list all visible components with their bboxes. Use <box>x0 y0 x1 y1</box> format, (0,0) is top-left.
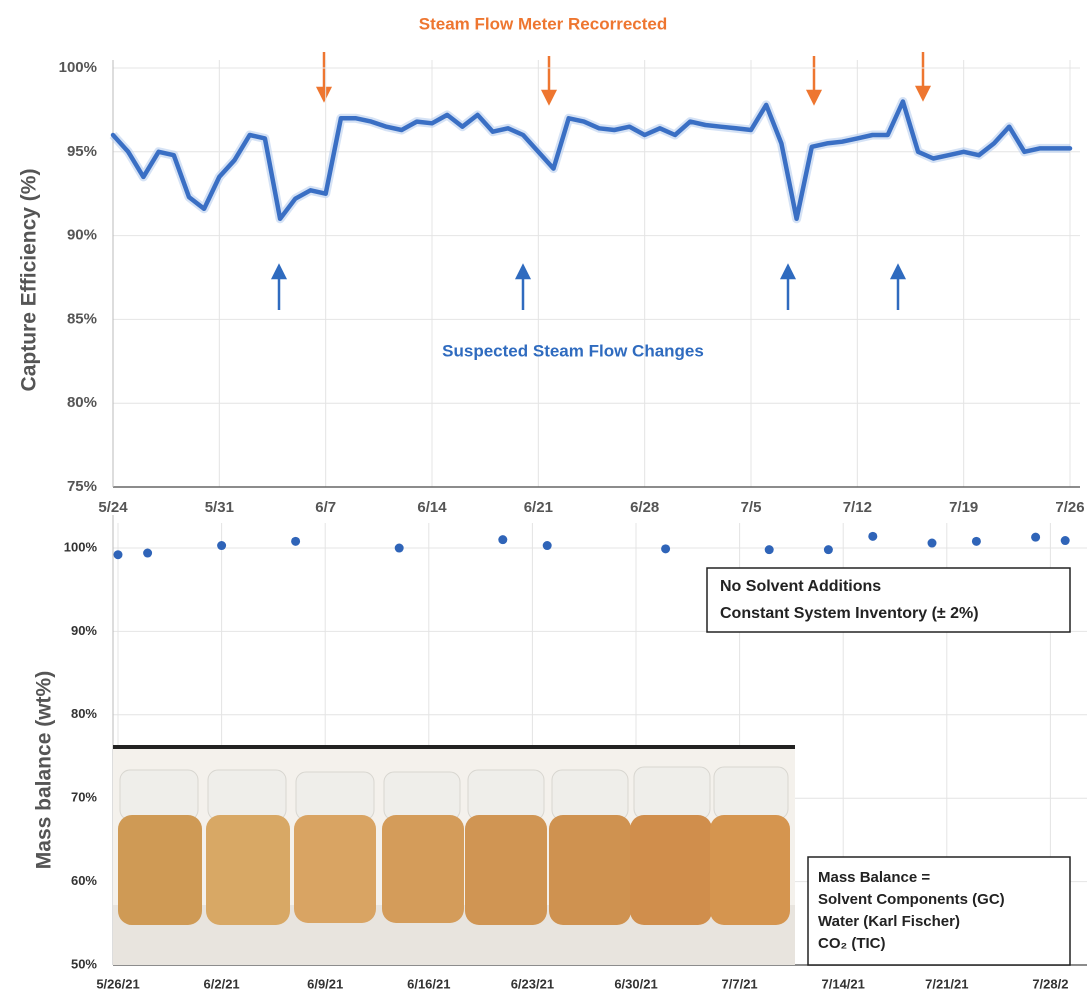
x-tick-label: 6/2/21 <box>204 976 240 991</box>
data-point <box>498 535 507 544</box>
annotation: Water (Karl Fischer) <box>818 913 960 930</box>
arrow-head <box>892 266 904 278</box>
arrow-head <box>917 87 929 99</box>
data-point <box>543 541 552 550</box>
sample-photo <box>113 745 795 965</box>
x-tick-label: 6/9/21 <box>307 976 343 991</box>
y-tick-label: 75% <box>67 478 97 495</box>
data-point <box>395 544 404 553</box>
x-tick-label: 6/28 <box>630 499 659 516</box>
data-point <box>972 537 981 546</box>
x-tick-label: 7/14/21 <box>822 976 865 991</box>
data-point <box>765 545 774 554</box>
y-axis-label: Capture Efficiency (%) <box>18 169 41 392</box>
y-tick-label: 60% <box>71 873 97 888</box>
data-point <box>868 532 877 541</box>
x-tick-label: 6/30/21 <box>614 976 657 991</box>
data-point <box>928 539 937 548</box>
annotation: Mass Balance = <box>818 869 930 886</box>
data-point <box>217 541 226 550</box>
data-point <box>1061 536 1070 545</box>
photo-edge <box>113 745 795 749</box>
x-tick-label: 7/7/21 <box>722 976 758 991</box>
annotation: Solvent Components (GC) <box>818 891 1005 908</box>
arrows <box>273 52 929 310</box>
x-tick-label: 6/14 <box>417 499 447 516</box>
data-point <box>114 550 123 559</box>
x-tick-label: 7/19 <box>949 499 978 516</box>
y-tick-label: 100% <box>59 59 97 76</box>
x-tick-label: 6/21 <box>524 499 553 516</box>
y-tick-label: 70% <box>71 790 97 805</box>
annotation: CO₂ (TIC) <box>818 935 886 952</box>
x-tick-label: 7/28/2 <box>1032 976 1068 991</box>
arrow-head <box>318 88 330 100</box>
y-tick-label: 80% <box>71 706 97 721</box>
data-point <box>824 545 833 554</box>
trend-line-halo <box>113 102 1070 219</box>
x-tick-label: 7/12 <box>843 499 872 516</box>
y-axis-label: Mass balance (wt%) <box>33 671 56 869</box>
y-tick-label: 90% <box>71 623 97 638</box>
arrow-head <box>273 266 285 278</box>
data-point <box>1031 533 1040 542</box>
x-tick-label: 7/21/21 <box>925 976 968 991</box>
x-tick-label: 5/26/21 <box>96 976 139 991</box>
annotation: Constant System Inventory (± 2%) <box>720 605 979 622</box>
arrow-head <box>782 266 794 278</box>
data-point <box>143 549 152 558</box>
arrow-head <box>543 91 555 103</box>
data-point <box>661 544 670 553</box>
annotation: Suspected Steam Flow Changes <box>442 341 704 360</box>
x-tick-label: 7/26 <box>1055 499 1084 516</box>
y-tick-label: 50% <box>71 956 97 971</box>
x-tick-label: 6/16/21 <box>407 976 450 991</box>
y-tick-label: 100% <box>64 539 98 554</box>
x-tick-label: 5/31 <box>205 499 234 516</box>
data-point <box>291 537 300 546</box>
annotation: Steam Flow Meter Recorrected <box>419 14 667 33</box>
y-tick-label: 80% <box>67 394 97 411</box>
figure: 75% 80% 85% 90% 95% 100% 5/24 5/31 6/7 6/14 6/21 6/… <box>0 0 1087 994</box>
x-tick-label: 6/7 <box>315 499 336 516</box>
y-tick-label: 95% <box>67 143 97 160</box>
arrow-head <box>808 91 820 103</box>
annotation: No Solvent Additions <box>720 578 881 595</box>
x-tick-label: 7/5 <box>741 499 762 516</box>
x-tick-label: 6/23/21 <box>511 976 554 991</box>
y-tick-label: 90% <box>67 227 97 244</box>
y-tick-label: 85% <box>67 310 97 327</box>
arrow-head <box>517 266 529 278</box>
x-tick-label: 5/24 <box>98 499 128 516</box>
jars <box>118 767 790 925</box>
page: {"chart_data": [ {"type": "line", "y_lab… <box>0 0 1087 994</box>
